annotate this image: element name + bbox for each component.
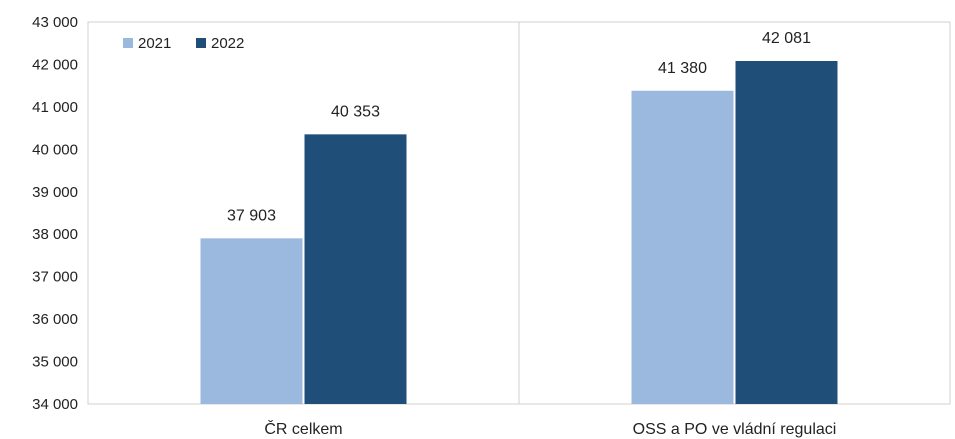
data-label: 42 081: [762, 30, 811, 47]
y-tick-label: 37 000: [32, 269, 78, 286]
legend-label: 2021: [138, 35, 171, 52]
y-tick-label: 35 000: [32, 354, 78, 371]
y-tick-label: 36 000: [32, 311, 78, 328]
y-tick-label: 40 000: [32, 141, 78, 158]
x-category-label: OSS a PO ve vládní regulaci: [633, 421, 837, 438]
legend-label: 2022: [211, 35, 244, 52]
y-tick-label: 39 000: [32, 184, 78, 201]
y-tick-label: 41 000: [32, 99, 78, 116]
x-category-label: ČR celkem: [264, 419, 342, 438]
data-label: 40 353: [331, 103, 380, 120]
y-tick-label: 42 000: [32, 56, 78, 73]
y-tick-label: 43 000: [32, 14, 78, 31]
data-label: 41 380: [658, 60, 707, 77]
data-label: 37 903: [227, 207, 276, 224]
legend-swatch-2021: [123, 38, 133, 48]
bar-2021: [631, 90, 734, 404]
bar-2022: [735, 61, 838, 405]
bar-2022: [304, 134, 407, 404]
legend-swatch-2022: [196, 38, 206, 48]
y-tick-label: 34 000: [32, 396, 78, 413]
y-tick-label: 38 000: [32, 226, 78, 243]
bar-2021: [200, 238, 303, 404]
